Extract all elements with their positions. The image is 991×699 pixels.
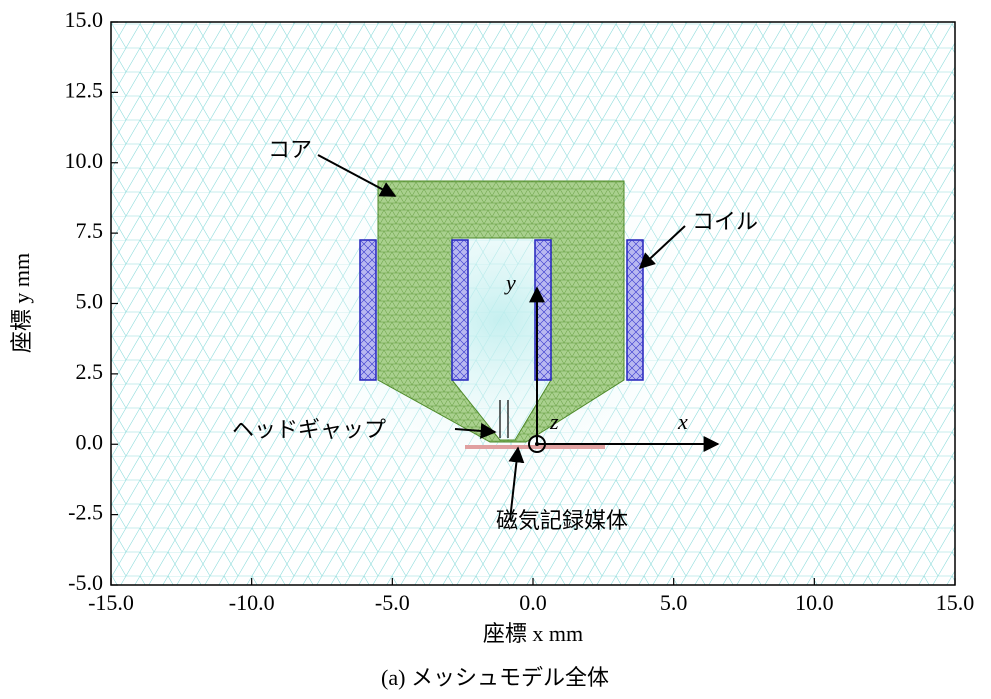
y-tick-label: 7.5	[76, 218, 104, 243]
y-tick-label: 2.5	[76, 359, 104, 384]
annotation: 磁気記録媒体	[496, 508, 628, 533]
y-tick-label: -2.5	[68, 500, 103, 525]
x-tick-label: 15.0	[936, 590, 975, 615]
axis-symbol: y	[504, 270, 516, 295]
annotation: コイル	[692, 209, 758, 234]
axis-symbol: z	[549, 409, 559, 434]
y-tick-label: 15.0	[65, 7, 104, 32]
chart: コア コイル ヘッドギャップ 磁気記録媒体 x y z 座標 x mm 座標 y…	[0, 0, 991, 699]
x-axis-label: 座標 x mm	[483, 621, 583, 646]
x-tick-label: -5.0	[375, 590, 410, 615]
annotation: ヘッドギャップ	[232, 417, 386, 442]
annotation: コア	[268, 137, 312, 162]
y-axis-label: 座標 y mm	[9, 253, 34, 353]
y-tick-label: 5.0	[76, 289, 104, 314]
axis-symbol: x	[677, 409, 688, 434]
x-tick-label: -10.0	[229, 590, 275, 615]
x-tick-label: 5.0	[660, 590, 688, 615]
y-tick-label: 12.5	[65, 77, 104, 102]
mesh-background	[111, 22, 955, 585]
caption: (a) メッシュモデル全体	[381, 665, 609, 690]
x-tick-label: 10.0	[795, 590, 834, 615]
y-tick-label: 0.0	[76, 429, 104, 454]
x-tick-label: 0.0	[519, 590, 547, 615]
y-tick-label: 10.0	[65, 148, 104, 173]
y-tick-label: -5.0	[68, 570, 103, 595]
